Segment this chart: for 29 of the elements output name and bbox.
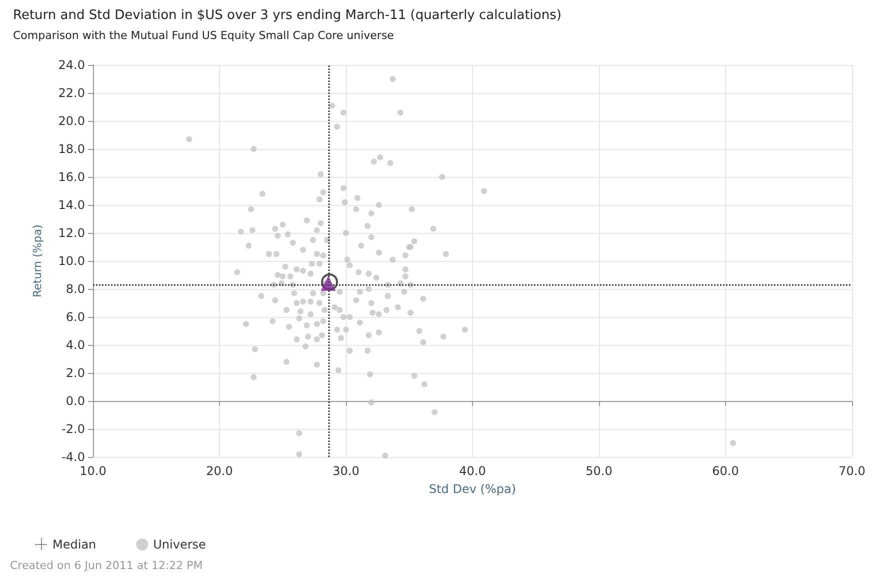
x-tick-label: 40.0 [459, 464, 486, 478]
x-axis-title: Std Dev (%pa) [428, 482, 516, 496]
legend-label: Universe [153, 538, 206, 552]
y-tick-label: 10.0 [58, 254, 85, 268]
y-tick-label: 12.0 [58, 226, 85, 240]
y-tick-label: 18.0 [58, 142, 85, 156]
y-tick-label: 4.0 [66, 338, 85, 352]
y-tick-label: 2.0 [66, 366, 85, 380]
y-tick-label: -4.0 [62, 450, 85, 464]
x-tick-label: 60.0 [712, 464, 739, 478]
chart-title: Return and Std Deviation in $US over 3 yrs ending March-11 (quarterly calculations) [13, 8, 562, 23]
y-axis-title: Return (%pa) [31, 224, 44, 298]
y-tick-label: 6.0 [66, 310, 85, 324]
y-tick-label: -2.0 [62, 422, 85, 436]
x-tick-label: 50.0 [586, 464, 612, 478]
y-tick-label: 14.0 [58, 198, 85, 212]
legend-label: Median [52, 538, 96, 552]
y-tick-label: 22.0 [58, 86, 85, 100]
text: Created on 6 Jun 2011 at 12:22 PM [10, 559, 203, 572]
x-tick-label: 20.0 [206, 464, 233, 478]
x-tick-label: 70.0 [838, 464, 866, 478]
y-tick-label: 24.0 [58, 58, 85, 72]
x-tick-label: 10.0 [80, 464, 106, 478]
x-tick-label: 30.0 [332, 464, 360, 478]
y-tick-label: 0.0 [66, 394, 85, 408]
chart-subtitle: Comparison with the Mutual Fund US Equity Small Cap Core universe [13, 29, 394, 42]
y-tick-label: 20.0 [58, 114, 85, 128]
y-tick-label: 8.0 [66, 282, 85, 296]
y-tick-label: 16.0 [58, 170, 85, 184]
